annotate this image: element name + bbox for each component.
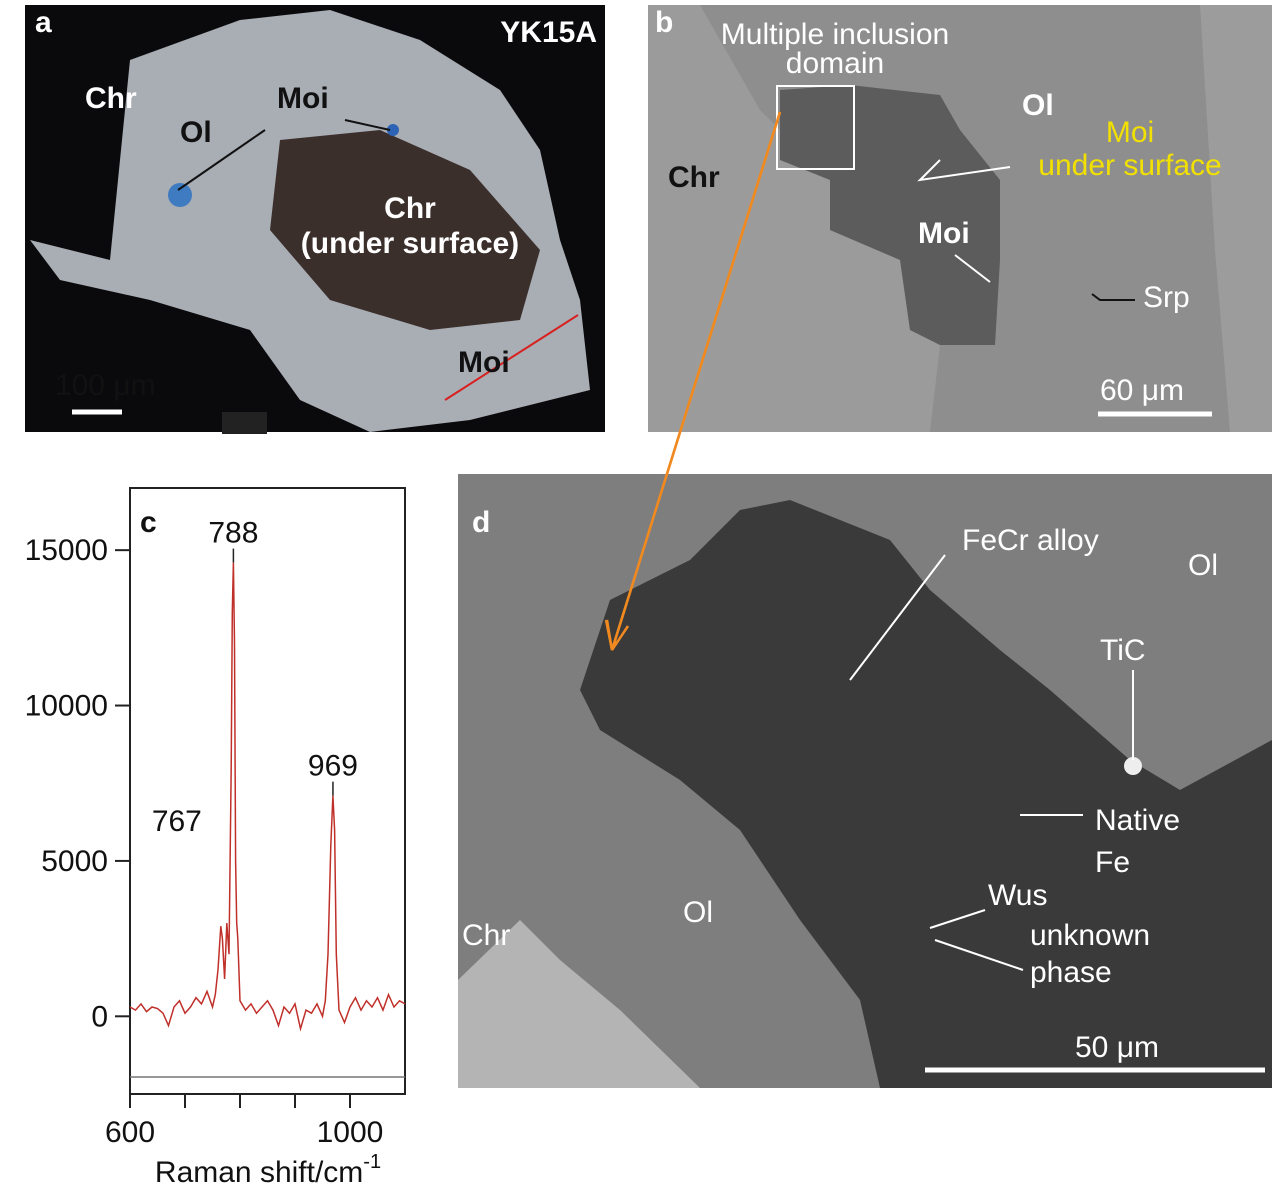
panel-b: b Multiple inclusion domain Ol Moi under… — [648, 5, 1272, 432]
mineral-label: Ol — [683, 896, 713, 929]
x-tick-label: 600 — [105, 1116, 155, 1149]
panel-c: c Raman shift/cm-1 — [130, 488, 405, 1189]
annotation: domain — [786, 47, 884, 80]
mineral-label: Ol — [1188, 549, 1218, 582]
panel-letter: c — [140, 506, 157, 539]
annotation: TiC — [1100, 634, 1146, 667]
moissanite — [168, 183, 192, 207]
plot-frame — [130, 488, 405, 1094]
annotation: unknown — [1030, 919, 1150, 952]
mineral-label: (under surface) — [301, 227, 519, 260]
panel-d: d FeCr alloy Ol TiC Native Fe Wus unknow… — [458, 474, 1272, 1088]
mineral-label: Ol — [180, 116, 212, 149]
x-tick-label: 1000 — [317, 1116, 384, 1149]
panel-letter: a — [35, 6, 52, 39]
spectrum — [130, 563, 405, 1029]
y-tick-label: 5000 — [41, 845, 108, 878]
y-tick-label: 0 — [91, 1000, 108, 1033]
mineral-label: Chr — [668, 161, 720, 194]
x-axis-label: Raman shift/cm-1 — [155, 1151, 381, 1189]
y-tick-label: 15000 — [25, 534, 108, 567]
panel-letter: d — [472, 506, 490, 539]
figure: a YK15A Chr Ol Moi Chr (under surface) M… — [0, 0, 1276, 1196]
peak-label: 788 — [208, 517, 258, 550]
mineral-label: Moi — [458, 346, 510, 379]
scale-label: 100 μm — [55, 369, 156, 402]
annotation: phase — [1030, 956, 1112, 989]
annotation: Native — [1095, 804, 1180, 837]
block — [222, 412, 267, 434]
mineral-label: Srp — [1143, 281, 1190, 314]
mineral-label: Chr — [384, 192, 436, 225]
annotation: Moi — [1106, 116, 1154, 149]
x-axis-label-text: Raman shift/cm — [155, 1156, 363, 1189]
mineral-label: Chr — [85, 82, 137, 115]
peak-label: 767 — [152, 805, 202, 838]
scale-label: 50 μm — [1075, 1031, 1159, 1064]
mineral-label: Moi — [277, 82, 329, 115]
annotation: under surface — [1038, 149, 1221, 182]
annotation: FeCr alloy — [962, 524, 1099, 557]
x-axis-label-sup: -1 — [363, 1151, 381, 1173]
annotation: Wus — [988, 879, 1047, 912]
mineral-label: Chr — [462, 919, 510, 952]
peak-label: 969 — [308, 750, 358, 783]
panel-letter: b — [655, 6, 673, 39]
sample-label: YK15A — [500, 16, 597, 49]
y-tick-label: 10000 — [25, 690, 108, 723]
scale-label: 60 μm — [1100, 374, 1184, 407]
mineral-label: Moi — [918, 217, 970, 250]
annotation: Fe — [1095, 846, 1130, 879]
mineral-label: Ol — [1022, 89, 1054, 122]
panel-a: a YK15A Chr Ol Moi Chr (under surface) M… — [25, 5, 605, 434]
